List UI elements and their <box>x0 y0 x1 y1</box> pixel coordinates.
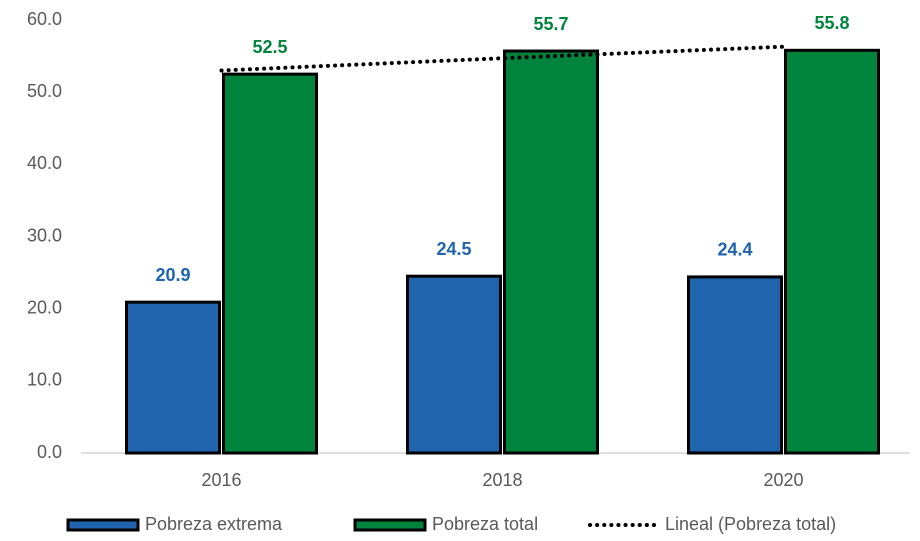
y-tick-label: 60.0 <box>27 9 62 29</box>
legend-label: Lineal (Pobreza total) <box>665 514 836 534</box>
x-tick-label: 2016 <box>201 470 241 490</box>
data-label: 55.8 <box>814 13 849 33</box>
legend-swatch <box>353 518 427 532</box>
bar <box>503 49 599 455</box>
bar <box>125 300 221 455</box>
y-tick-label: 30.0 <box>27 225 62 245</box>
y-tick-label: 40.0 <box>27 153 62 173</box>
data-label: 24.4 <box>717 240 752 260</box>
bar <box>784 48 880 455</box>
bar <box>222 72 318 455</box>
data-label: 20.9 <box>155 265 190 285</box>
x-tick-label: 2018 <box>482 470 522 490</box>
legend-label: Pobreza extrema <box>145 514 283 534</box>
y-tick-label: 20.0 <box>27 297 62 317</box>
bar <box>406 274 502 455</box>
data-label: 55.7 <box>533 14 568 34</box>
data-label: 24.5 <box>436 239 471 259</box>
bar <box>687 275 783 455</box>
legend-label: Pobreza total <box>432 514 538 534</box>
x-tick-label: 2020 <box>763 470 803 490</box>
y-tick-label: 50.0 <box>27 81 62 101</box>
y-tick-label: 10.0 <box>27 370 62 390</box>
data-label: 52.5 <box>252 37 287 57</box>
trend-line <box>219 44 786 73</box>
y-tick-label: 0.0 <box>37 442 62 462</box>
legend-swatch <box>66 518 140 532</box>
